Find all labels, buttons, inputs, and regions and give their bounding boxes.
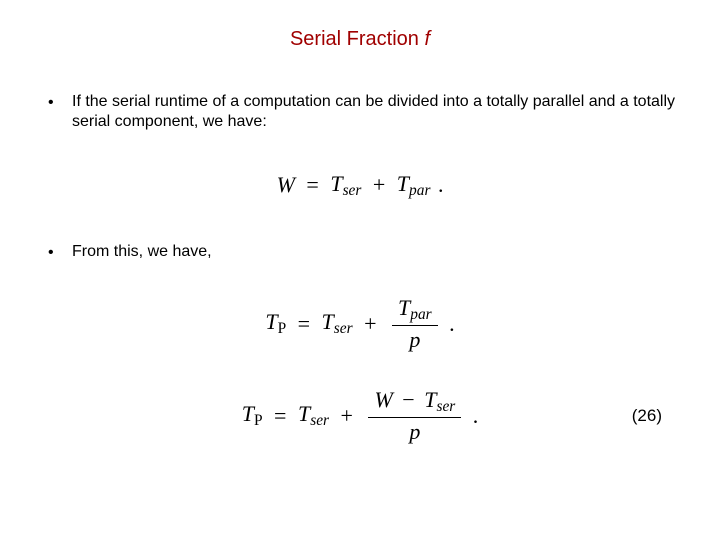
eq1-plus: + <box>367 172 391 198</box>
equation-3: TP = Tser + W − Tser p . <box>242 388 479 443</box>
slide: Serial Fraction f • If the serial runtim… <box>0 0 720 540</box>
bullet-dot-icon: • <box>48 92 72 113</box>
eq3-Tser-sub: ser <box>310 412 329 429</box>
equation-2-wrap: TP = Tser + Tpar p . <box>0 296 720 351</box>
eq3-num-sub: ser <box>436 398 455 415</box>
equation-3-row: TP = Tser + W − Tser p . (26) <box>0 388 720 443</box>
eq1-Tpar: T <box>397 171 409 196</box>
eq1-Tser: T <box>330 171 342 196</box>
eq2-TP-sub: P <box>278 320 287 337</box>
eq3-num-T: T <box>424 387 436 412</box>
eq3-TP: T <box>242 401 254 426</box>
eq2-TP: T <box>265 309 277 334</box>
eq3-fraction: W − Tser p <box>368 388 461 443</box>
eq1-Tser-sub: ser <box>343 181 362 198</box>
equation-2: TP = Tser + Tpar p . <box>0 296 720 351</box>
eq3-num-W: W <box>374 387 392 412</box>
eq2-plus: + <box>358 311 382 337</box>
slide-title: Serial Fraction f <box>0 28 720 51</box>
eq2-num-sub: par <box>410 306 431 323</box>
bullet-2-text: From this, we have, <box>72 242 680 262</box>
eq3-TP-sub: P <box>254 412 263 429</box>
equation-3-number: (26) <box>632 406 662 426</box>
bullet-1: • If the serial runtime of a computation… <box>48 92 680 132</box>
eq1-W: W <box>277 172 295 197</box>
eq2-fraction: Tpar p <box>392 296 438 351</box>
eq2-den: p <box>409 327 420 352</box>
eq1-Tpar-sub: par <box>409 181 430 198</box>
eq2-dot: . <box>447 311 455 337</box>
title-var: f <box>424 28 430 50</box>
eq3-plus: + <box>335 403 359 429</box>
eq1-equals: = <box>300 172 324 198</box>
eq1-dot: . <box>436 172 444 198</box>
bullet-2: • From this, we have, <box>48 242 680 263</box>
bullet-dot-icon: • <box>48 242 72 263</box>
eq3-num-minus: − <box>398 387 418 412</box>
eq3-equals: = <box>268 403 292 429</box>
title-text: Serial Fraction <box>290 28 425 50</box>
equation-1-wrap: W = Tser + Tpar . <box>0 170 720 199</box>
eq2-Tser: T <box>322 309 334 334</box>
eq2-equals: = <box>292 311 316 337</box>
eq3-den: p <box>409 419 420 444</box>
bullet-1-wrap: • If the serial runtime of a computation… <box>48 92 680 132</box>
eq2-Tser-sub: ser <box>334 320 353 337</box>
bullet-1-text: If the serial runtime of a computation c… <box>72 92 680 132</box>
eq3-dot: . <box>471 403 479 429</box>
eq2-num-T: T <box>398 295 410 320</box>
equation-1: W = Tser + Tpar . <box>0 170 720 199</box>
bullet-2-wrap: • From this, we have, <box>48 242 680 263</box>
eq3-Tser: T <box>298 401 310 426</box>
